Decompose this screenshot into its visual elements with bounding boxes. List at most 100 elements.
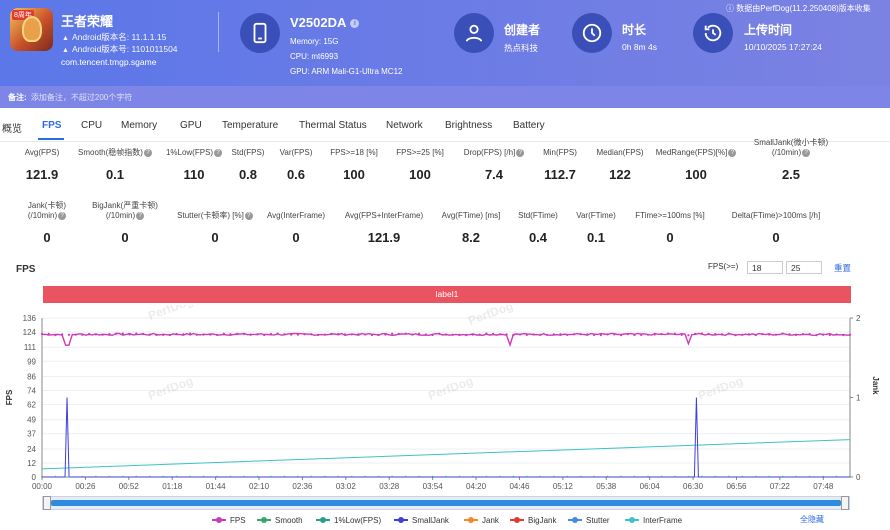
slider-handle-right[interactable] [841, 496, 849, 510]
y2-tick-label: 1 [856, 394, 861, 403]
app-name: 王者荣耀 [61, 14, 114, 29]
smooth-point [687, 475, 690, 478]
fps-threshold-input-1[interactable]: 18 [747, 261, 783, 274]
smooth-point [701, 475, 703, 478]
fps-point [821, 333, 825, 336]
fps-point [40, 332, 44, 336]
note-label: 备注: [8, 93, 27, 102]
note-input[interactable]: 添加备注，不超过200个字符 [30, 93, 133, 102]
legend-item[interactable]: InterFrame [625, 514, 682, 526]
upload-value: 10/10/2025 17:27:24 [744, 42, 822, 52]
legend-marker [464, 517, 478, 523]
tab-cpu[interactable]: CPU [81, 120, 103, 131]
legend-item[interactable]: Jank [464, 514, 499, 526]
fps-point [720, 333, 724, 336]
stat-1-low-fps: 1%Low(FPS)? 110 [164, 148, 224, 182]
x-tick-label: 05:12 [553, 482, 574, 491]
stat-medrange-fps: MedRange(FPS)[%]? 100 [654, 148, 738, 182]
fps-point [101, 333, 104, 336]
fps-point [236, 332, 239, 335]
tab-battery[interactable]: Battery [513, 120, 545, 131]
x-tick-label: 06:30 [683, 482, 704, 491]
fps-point [276, 332, 279, 335]
fps-point [81, 333, 84, 336]
tab-thermal-status[interactable]: Thermal Status [299, 120, 367, 131]
stat-avg-fps: Avg(FPS) 121.9 [24, 148, 60, 182]
fps-point [694, 332, 697, 335]
slider-range[interactable] [51, 500, 841, 506]
fps-threshold-input-2[interactable]: 25 [786, 261, 822, 274]
y-tick-label: 136 [23, 314, 37, 323]
fps-point [505, 333, 508, 336]
note-bar[interactable]: 备注: 添加备注，不超过200个字符 [0, 86, 890, 108]
fps-panel-title: FPS [16, 264, 36, 275]
hide-all-button[interactable]: 全隐藏 [800, 515, 824, 524]
tab-fps[interactable]: FPS [42, 120, 62, 131]
fps-point [135, 332, 138, 335]
y-tick-label: 24 [27, 445, 36, 454]
y-tick-label: 12 [27, 459, 36, 468]
fps-point [835, 333, 838, 336]
help-icon[interactable]: ? [516, 148, 525, 157]
fps-point [310, 333, 313, 336]
fps-point [485, 332, 488, 335]
fps-point [586, 333, 589, 336]
info-icon[interactable]: i [350, 19, 360, 29]
tab-temperature[interactable]: Temperature [222, 120, 279, 131]
help-icon[interactable]: ? [58, 211, 67, 220]
fps-point [815, 334, 818, 337]
x-tick-label: 03:54 [423, 482, 444, 491]
help-icon[interactable]: ? [214, 148, 223, 157]
label-bar[interactable]: label1 [43, 286, 851, 303]
legend-item[interactable]: Smooth [257, 514, 303, 526]
fps-point [182, 333, 185, 336]
legend-item[interactable]: SmallJank [394, 514, 449, 526]
fps-chart[interactable]: 01224374962748699111124136012FPSJank00:0… [0, 305, 890, 493]
help-icon[interactable]: ? [244, 211, 253, 220]
creator-value: 热点科技 [504, 43, 539, 53]
fps-point [471, 333, 475, 336]
smooth-point [512, 475, 515, 478]
fps-point [377, 333, 380, 337]
tab-overview[interactable]: 概览 [2, 124, 22, 135]
legend-item[interactable]: 1%Low(FPS) [316, 514, 381, 526]
help-icon[interactable]: ? [136, 211, 145, 220]
reset-button[interactable]: 重置 [834, 263, 852, 273]
tab-network[interactable]: Network [386, 120, 423, 131]
fps-point [357, 333, 360, 336]
smooth-point [566, 475, 568, 478]
smooth-point [647, 475, 649, 478]
fps-point [249, 333, 252, 336]
fps-point [545, 333, 549, 336]
smooth-point [418, 475, 420, 478]
stat-smooth: Smooth(稳帧指数)? 0.1 [72, 148, 158, 182]
tab-brightness[interactable]: Brightness [445, 120, 493, 131]
tab-gpu[interactable]: GPU [180, 120, 202, 131]
fps-point [209, 333, 212, 336]
header: 8周年 王者荣耀 ▲ Android版本名: 11.1.1.15 ▲ Android… [0, 0, 890, 86]
fps-point [343, 333, 347, 336]
watermark: PerfDog [146, 305, 195, 323]
smooth-point [808, 475, 811, 478]
legend-item[interactable]: FPS [212, 514, 246, 526]
smooth-point [68, 475, 70, 478]
smooth-point [337, 475, 340, 478]
help-icon[interactable]: ? [802, 148, 811, 157]
smooth-point [216, 475, 218, 478]
y-axis-label: FPS [5, 389, 14, 405]
android-version-code: ▲ Android版本号: 1101011504 [62, 44, 178, 54]
help-icon[interactable]: ? [728, 148, 737, 157]
legend-item[interactable]: Stutter [568, 514, 610, 526]
x-tick-label: 06:04 [640, 482, 661, 491]
fps-point [175, 332, 178, 336]
slider-handle-left[interactable] [43, 496, 51, 510]
time-range-slider[interactable] [42, 496, 850, 510]
x-tick-label: 06:56 [726, 482, 747, 491]
stat-median-fps: Median(FPS) 122 [596, 148, 644, 182]
smooth-point [148, 475, 151, 478]
fps-point [747, 333, 751, 336]
x-tick-label: 00:26 [75, 482, 96, 491]
legend-item[interactable]: BigJank [510, 514, 556, 526]
tab-memory[interactable]: Memory [121, 120, 158, 131]
help-icon[interactable]: ? [143, 148, 152, 157]
